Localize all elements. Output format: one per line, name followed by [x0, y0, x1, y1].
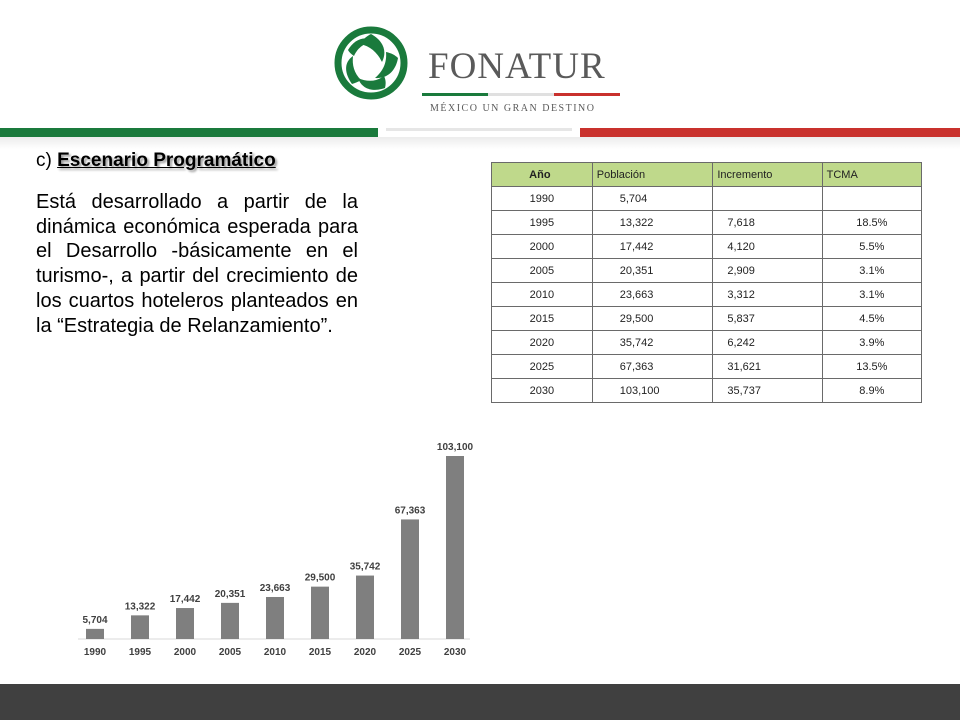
cell-population: 103,100 — [591, 378, 714, 403]
cell-population: 29,500 — [591, 306, 714, 331]
fonatur-logo-icon — [334, 26, 408, 100]
x-tick-2030: 2030 — [444, 647, 467, 658]
cell-population: 23,663 — [591, 282, 714, 307]
cell-year: 1995 — [491, 210, 593, 235]
cell-population: 5,704 — [591, 186, 714, 211]
x-tick-2025: 2025 — [399, 647, 422, 658]
bar-2010 — [266, 596, 284, 639]
cell-tcma: 13.5% — [821, 354, 923, 379]
cell-tcma: 18.5% — [821, 210, 923, 235]
data-label-2015: 29,500 — [305, 573, 336, 584]
header-population: Población — [591, 162, 714, 187]
table-row: 1990 5,704 — [491, 186, 923, 211]
section-prefix: c) — [36, 150, 58, 171]
table-row: 2015 29,500 5,837 4.5% — [491, 306, 923, 331]
bar-2015 — [311, 586, 329, 639]
table-row: 2000 17,442 4,120 5.5% — [491, 234, 923, 259]
population-bar-chart: 5,704 1990 13,322 1995 17,442 2000 20,351 2005 2… — [62, 408, 480, 660]
cell-tcma: 4.5% — [821, 306, 923, 331]
cell-increment: 2,909 — [712, 258, 823, 283]
x-tick-2000: 2000 — [174, 647, 197, 658]
bar-1995 — [131, 615, 149, 639]
band-shadow — [0, 137, 960, 149]
section-paragraph: Está desarrollado a partir de la dinámic… — [36, 191, 358, 337]
cell-population: 13,322 — [591, 210, 714, 235]
cell-tcma — [821, 186, 923, 211]
cell-increment: 31,621 — [712, 354, 823, 379]
bar-2005 — [221, 602, 239, 639]
population-table: Año Población Incremento TCMA 1990 5,704 … — [491, 162, 923, 403]
header-increment: Incremento — [712, 162, 823, 187]
bar-2000 — [176, 608, 194, 639]
table-row: 2010 23,663 3,312 3.1% — [491, 282, 923, 307]
table-header-row: Año Población Incremento TCMA — [491, 162, 923, 187]
data-label-1990: 5,704 — [82, 615, 107, 626]
table-row: 2030 103,100 35,737 8.9% — [491, 378, 923, 403]
cell-increment: 7,618 — [712, 210, 823, 235]
cell-tcma: 3.1% — [821, 258, 923, 283]
cell-population: 35,742 — [591, 330, 714, 355]
data-label-2005: 20,351 — [215, 589, 246, 600]
header-year: Año — [491, 162, 593, 187]
data-label-1995: 13,322 — [125, 601, 156, 612]
cell-year: 1990 — [491, 186, 593, 211]
cell-tcma: 3.9% — [821, 330, 923, 355]
section-title: Escenario Programático — [57, 150, 276, 171]
band-green — [0, 128, 378, 137]
tricolor-band — [0, 128, 960, 149]
brand-tagline: MÉXICO UN GRAN DESTINO — [430, 103, 596, 114]
x-tick-1990: 1990 — [84, 647, 107, 658]
cell-increment: 3,312 — [712, 282, 823, 307]
bar-2030 — [446, 456, 464, 639]
table-row: 2025 67,363 31,621 13.5% — [491, 354, 923, 379]
footer-band — [0, 684, 960, 720]
cell-population: 20,351 — [591, 258, 714, 283]
x-tick-1995: 1995 — [129, 647, 152, 658]
cell-increment — [712, 186, 823, 211]
x-tick-2020: 2020 — [354, 647, 377, 658]
x-tick-2005: 2005 — [219, 647, 242, 658]
bar-2025 — [401, 519, 419, 639]
cell-population: 67,363 — [591, 354, 714, 379]
cell-increment: 6,242 — [712, 330, 823, 355]
brand-tricolor-rule — [422, 93, 620, 96]
data-label-2025: 67,363 — [395, 505, 426, 516]
cell-tcma: 5.5% — [821, 234, 923, 259]
cell-year: 2010 — [491, 282, 593, 307]
cell-increment: 5,837 — [712, 306, 823, 331]
bar-1990 — [86, 628, 104, 639]
section-heading: c) Escenario Programático — [36, 150, 276, 172]
data-label-2030: 103,100 — [437, 442, 474, 453]
brand-header: FONATUR MÉXICO UN GRAN DESTINO — [330, 22, 630, 114]
table-row: 2005 20,351 2,909 3.1% — [491, 258, 923, 283]
cell-year: 2030 — [491, 378, 593, 403]
cell-tcma: 8.9% — [821, 378, 923, 403]
data-label-2020: 35,742 — [350, 562, 381, 573]
table-row: 2020 35,742 6,242 3.9% — [491, 330, 923, 355]
cell-year: 2020 — [491, 330, 593, 355]
x-tick-2010: 2010 — [264, 647, 287, 658]
data-label-2000: 17,442 — [170, 594, 201, 605]
cell-year: 2005 — [491, 258, 593, 283]
band-white — [386, 128, 572, 131]
header-tcma: TCMA — [821, 162, 923, 187]
cell-year: 2025 — [491, 354, 593, 379]
cell-tcma: 3.1% — [821, 282, 923, 307]
bar-2020 — [356, 575, 374, 639]
cell-year: 2000 — [491, 234, 593, 259]
cell-year: 2015 — [491, 306, 593, 331]
cell-increment: 4,120 — [712, 234, 823, 259]
data-label-2010: 23,663 — [260, 583, 291, 594]
brand-name: FONATUR — [428, 46, 606, 87]
cell-increment: 35,737 — [712, 378, 823, 403]
band-red — [580, 128, 960, 137]
x-tick-2015: 2015 — [309, 647, 332, 658]
cell-population: 17,442 — [591, 234, 714, 259]
table-row: 1995 13,322 7,618 18.5% — [491, 210, 923, 235]
